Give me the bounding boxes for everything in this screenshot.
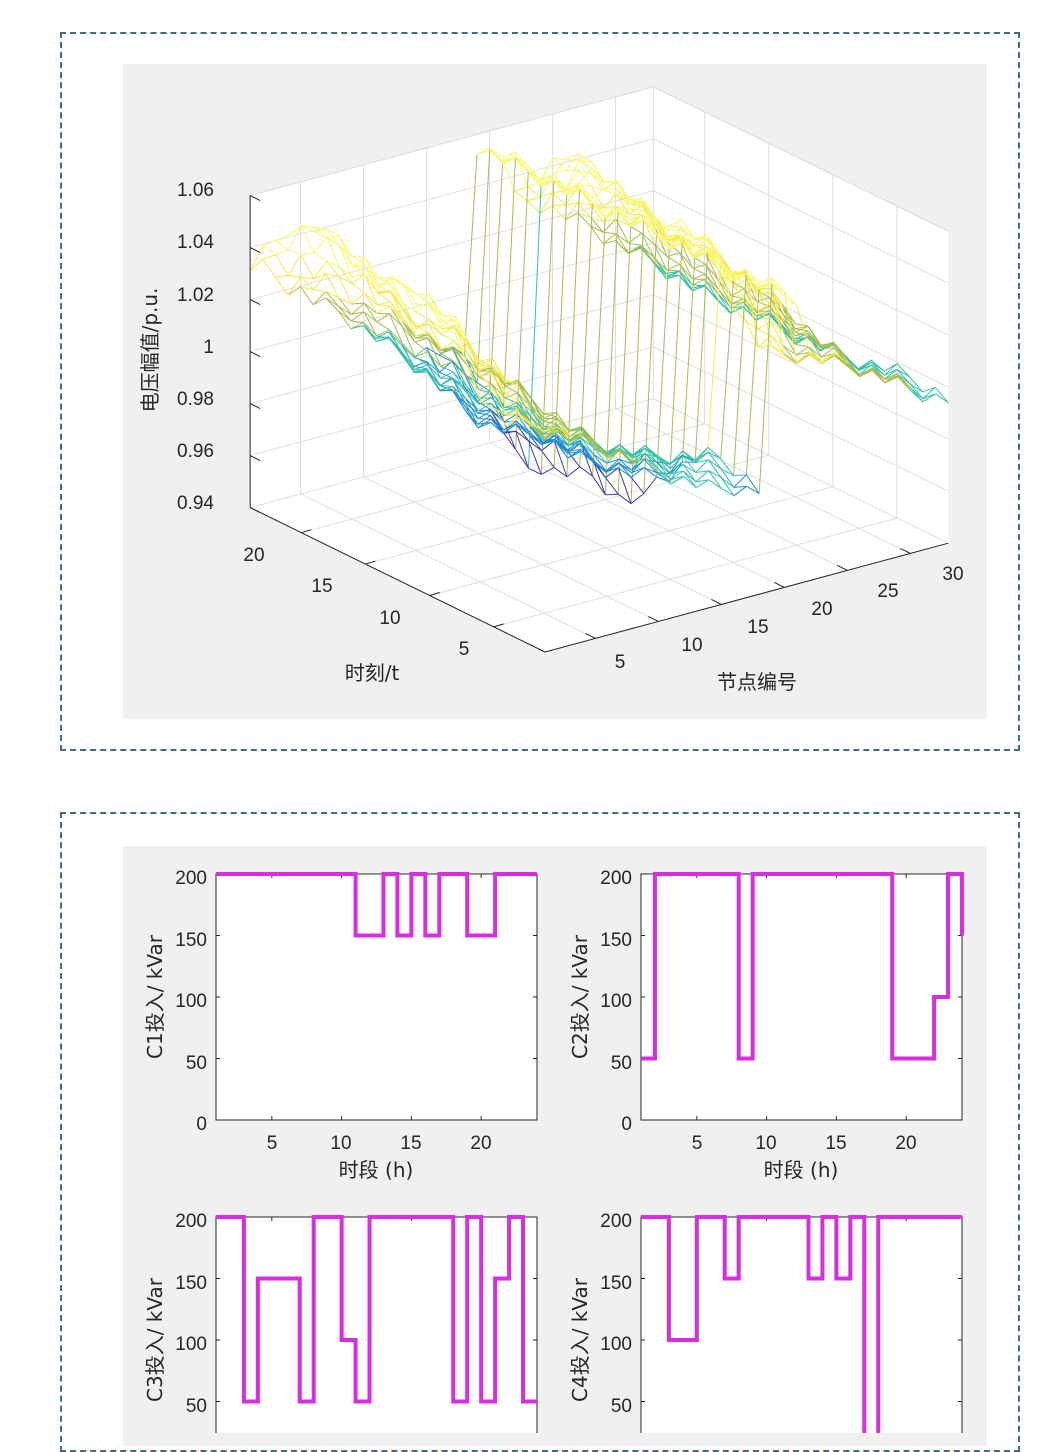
node-tick-label: 25 (877, 581, 898, 602)
c4-subplot: 50 100 150 200 C4投入/ kVar (568, 1211, 962, 1433)
c1-y-tick-label: 200 (175, 868, 207, 889)
time-tick-label: 20 (243, 545, 264, 566)
surface-edge (415, 369, 428, 370)
c1-x-tick-label: 5 (267, 1133, 278, 1154)
surface-axes-box (250, 87, 948, 652)
c3-y-tick-label: 100 (175, 1334, 207, 1355)
c4-y-tick-label: 200 (600, 1211, 632, 1232)
c2-y-axis-label: C2投入/ kVar (568, 934, 592, 1059)
c1-y-tick-label: 100 (175, 991, 207, 1012)
node-tick-label: 30 (942, 564, 963, 585)
c3-subplot: 50 100 150 200 C3投入/ kVar (143, 1211, 537, 1433)
c4-y-tick-label: 100 (600, 1334, 632, 1355)
c1-x-tick-label: 20 (470, 1133, 491, 1154)
c2-x-axis-label: 时段 (h) (764, 1158, 839, 1182)
c2-plot-area (641, 874, 962, 1120)
z-tick-label: 1.06 (177, 180, 214, 201)
surface-edge (481, 375, 494, 376)
c2-y-tick-label: 100 (600, 991, 632, 1012)
c2-subplot: 0 50 100 150 200 5 10 15 20 时段 (h) C2投入/… (568, 868, 962, 1182)
time-tick-label: 5 (459, 639, 470, 660)
c3-y-axis-label: C3投入/ kVar (143, 1277, 167, 1402)
surface-edge (667, 270, 680, 271)
z-axis-label: 电压幅值/p.u. (138, 288, 162, 413)
node-tick-label: 15 (747, 617, 768, 638)
surface-chart: 0.94 0.96 0.98 1 1.02 1.04 1.06 5 10 15 … (138, 87, 964, 694)
c2-y-tick-label: 200 (600, 868, 632, 889)
node-tick-label: 5 (615, 652, 626, 673)
c2-x-tick-label: 5 (692, 1133, 703, 1154)
surface-edge (440, 378, 453, 379)
c2-x-tick-label: 10 (755, 1133, 776, 1154)
c1-x-axis-label: 时段 (h) (339, 1158, 414, 1182)
c1-subplot: 0 50 100 150 200 5 10 15 20 时段 (h) C1投入/… (143, 868, 537, 1182)
c2-y-tick-label: 50 (611, 1053, 632, 1074)
c3-y-tick-label: 200 (175, 1211, 207, 1232)
time-axis-label: 时刻/t (345, 661, 400, 685)
c1-x-tick-label: 15 (400, 1133, 421, 1154)
c4-plot-area (641, 1217, 962, 1433)
surface-edge (440, 390, 453, 391)
z-tick-label: 0.98 (177, 389, 214, 410)
z-tick-label: 1.02 (177, 285, 214, 306)
c4-y-tick-label: 150 (600, 1273, 632, 1294)
c2-x-tick-label: 15 (825, 1133, 846, 1154)
surface-edge (478, 419, 491, 420)
surface-edge (629, 214, 642, 215)
c4-y-axis-label: C4投入/ kVar (568, 1277, 592, 1402)
surface-edge (377, 313, 390, 314)
node-tick-label: 20 (811, 599, 832, 620)
time-tick-label: 15 (311, 576, 332, 597)
c1-plot-area (216, 874, 537, 1120)
time-tick-label: 10 (379, 608, 400, 629)
c3-y-tick-label: 150 (175, 1273, 207, 1294)
c2-x-tick-label: 20 (895, 1133, 916, 1154)
node-axis-label: 节点编号 (717, 670, 797, 694)
surface-edge (692, 279, 705, 280)
z-tick-label: 0.94 (177, 493, 214, 514)
c1-y-tick-label: 50 (186, 1053, 207, 1074)
c1-x-tick-label: 10 (330, 1133, 351, 1154)
z-tick-label: 0.96 (177, 441, 214, 462)
c1-y-tick-label: 0 (196, 1114, 207, 1135)
z-tick-label: 1.04 (177, 232, 214, 253)
z-tick-label: 1 (203, 337, 214, 358)
node-tick-label: 10 (681, 635, 702, 656)
c2-y-tick-label: 0 (621, 1114, 632, 1135)
c1-y-axis-label: C1投入/ kVar (143, 934, 167, 1059)
c4-y-tick-label: 50 (611, 1396, 632, 1417)
c3-y-tick-label: 50 (186, 1396, 207, 1417)
c2-y-tick-label: 150 (600, 930, 632, 951)
c1-y-tick-label: 150 (175, 930, 207, 951)
